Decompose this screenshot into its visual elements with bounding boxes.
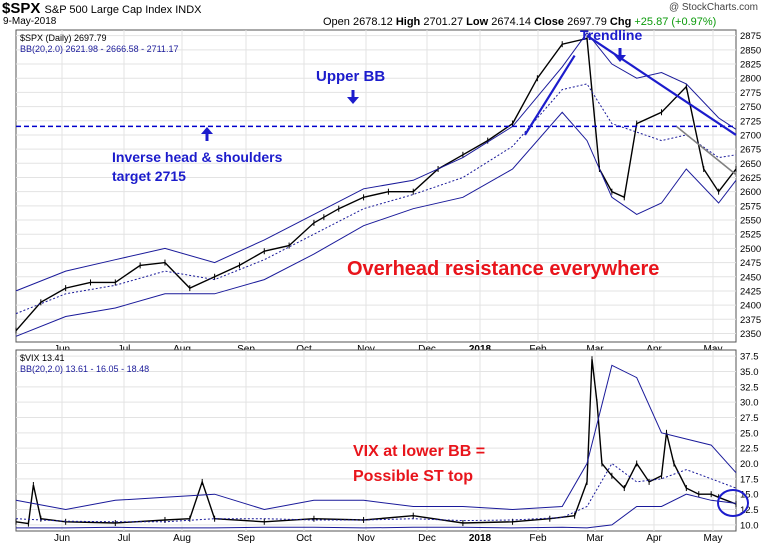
price-y-tick-label: 2575 xyxy=(740,201,761,212)
price-y-tick-label: 2550 xyxy=(740,216,761,227)
close-value: 2697.79 xyxy=(567,16,607,28)
price-y-tick-label: 2600 xyxy=(740,187,761,198)
high-value: 2701.27 xyxy=(423,16,464,28)
chg-value: +25.87 (+0.97%) xyxy=(634,16,717,28)
vix-legend-entry: $VIX 13.41 xyxy=(20,353,65,363)
annotation-trendline: Trendline xyxy=(580,27,642,43)
price-y-tick-label: 2475 xyxy=(740,258,761,269)
price-y-tick-label: 2375 xyxy=(740,315,761,326)
vix-x-tick-label: Oct xyxy=(296,533,312,544)
annotation-overhead: Overhead resistance everywhere xyxy=(347,258,659,280)
price-y-tick-label: 2850 xyxy=(740,45,761,56)
vix-series-bb-middle xyxy=(15,462,737,523)
open-label: Open xyxy=(323,16,350,28)
vix-y-tick-label: 32.5 xyxy=(740,382,759,393)
price-series-bb-middle xyxy=(15,83,737,315)
ihs-target-arrow-head xyxy=(201,127,213,134)
price-y-tick-label: 2400 xyxy=(740,301,761,312)
annotation-ihs-line1: Inverse head & shoulders xyxy=(112,149,283,165)
vix-highlight-circle xyxy=(717,489,749,517)
price-y-tick-label: 2700 xyxy=(740,130,761,141)
symbol: $SPX xyxy=(2,0,41,17)
trendline-arrow-head xyxy=(614,55,626,62)
vix-x-tick-label: Apr xyxy=(646,533,662,544)
close-label: Close xyxy=(534,16,565,28)
price-trendline-0 xyxy=(586,34,737,136)
vix-x-tick-label: Nov xyxy=(357,533,375,544)
symbol-description: S&P 500 Large Cap Index INDX xyxy=(44,4,202,16)
vix-y-tick-label: 22.5 xyxy=(740,444,759,455)
price-y-tick-label: 2750 xyxy=(740,102,761,113)
vix-x-tick-label: Feb xyxy=(529,533,547,544)
price-panel: 2350 2375 2400 2425 2450 2475 2500 2525 2550 2575… xyxy=(15,29,761,355)
vix-y-tick-label: 17.5 xyxy=(740,474,759,485)
annotation-ihs-line2: target 2715 xyxy=(112,168,186,184)
price-y-tick-label: 2775 xyxy=(740,88,761,99)
vix-y-tick-label: 35.0 xyxy=(740,367,759,378)
vix-y-tick-label: 27.5 xyxy=(740,413,759,424)
vix-x-tick-label: Aug xyxy=(173,533,191,544)
price-y-tick-label: 2650 xyxy=(740,159,761,170)
annotation-vix-line2: Possible ST top xyxy=(353,468,473,485)
vix-y-tick-label: 30.0 xyxy=(740,398,759,409)
symbol-title: $SPX S&P 500 Large Cap Index INDX xyxy=(2,0,201,17)
vix-x-tick-label: 2018 xyxy=(469,533,492,544)
vix-y-tick-label: 37.5 xyxy=(740,352,759,363)
price-y-tick-label: 2425 xyxy=(740,286,761,297)
price-series-main xyxy=(15,37,737,332)
price-y-tick-label: 2625 xyxy=(740,173,761,184)
price-y-tick-label: 2525 xyxy=(740,230,761,241)
vix-series-bb-upper xyxy=(15,364,737,511)
vix-panel: 10.0 12.5 15.0 17.5 20.0 22.5 25.0 27.5 30.0 32.5… xyxy=(15,349,759,544)
price-trendline-2 xyxy=(675,125,737,176)
annotation-vix-line1: VIX at lower BB = xyxy=(353,443,485,460)
vix-x-tick-label: May xyxy=(704,533,723,544)
annotation-upper-bb: Upper BB xyxy=(316,68,385,85)
price-y-tick-label: 2825 xyxy=(740,60,761,71)
open-value: 2678.12 xyxy=(352,16,393,28)
vix-x-tick-label: Mar xyxy=(586,533,604,544)
vix-x-tick-label: Jul xyxy=(118,533,131,544)
vix-x-tick-label: Jun xyxy=(54,533,70,544)
price-y-tick-label: 2450 xyxy=(740,272,761,283)
price-frame xyxy=(15,29,737,343)
vix-legend-entry: BB(20,2.0) 13.61 - 16.05 - 18.48 xyxy=(20,364,149,374)
ohlc-readout: Open 2678.12 High 2701.27 Low 2674.14 Cl… xyxy=(323,16,716,28)
price-series-bb-lower xyxy=(15,111,737,337)
price-legend-entry: $SPX (Daily) 2697.79 xyxy=(20,33,107,43)
stockcharts-watermark: @ StockCharts.com xyxy=(668,2,758,13)
vix-y-tick-label: 20.0 xyxy=(740,459,759,470)
price-y-tick-label: 2500 xyxy=(740,244,761,255)
price-y-tick-label: 2675 xyxy=(740,145,761,156)
price-y-tick-label: 2875 xyxy=(740,31,761,42)
vix-y-tick-label: 12.5 xyxy=(740,505,759,516)
vix-y-tick-label: 15.0 xyxy=(740,490,759,501)
price-y-tick-label: 2725 xyxy=(740,116,761,127)
chart-date: 9-May-2018 xyxy=(3,16,57,27)
vix-x-tick-label: Sep xyxy=(237,533,255,544)
price-trendline-1 xyxy=(524,54,576,136)
vix-series-bb-lower xyxy=(16,493,737,529)
vix-frame xyxy=(15,349,737,532)
price-y-tick-label: 2800 xyxy=(740,74,761,85)
price-series-bb-upper xyxy=(15,31,737,292)
chg-label: Chg xyxy=(609,16,632,28)
low-label: Low xyxy=(466,16,489,28)
vix-y-tick-label: 25.0 xyxy=(740,428,759,439)
vix-y-tick-label: 10.0 xyxy=(740,520,759,531)
high-label: High xyxy=(395,16,421,28)
price-y-tick-label: 2350 xyxy=(740,329,761,340)
low-value: 2674.14 xyxy=(491,16,531,28)
vix-x-tick-label: Dec xyxy=(418,533,436,544)
price-legend-entry: BB(20,2.0) 2621.98 - 2666.58 - 2711.17 xyxy=(20,44,178,54)
upper-bb-arrow-head xyxy=(347,97,359,104)
